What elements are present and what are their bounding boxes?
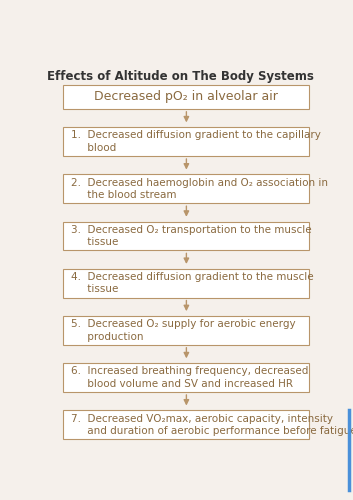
Text: Effects of Altitude on The Body Systems: Effects of Altitude on The Body Systems — [47, 70, 315, 82]
Text: 4.  Decreased diffusion gradient to the muscle
     tissue: 4. Decreased diffusion gradient to the m… — [71, 272, 314, 294]
Bar — [63, 410, 310, 439]
Text: 3.  Decreased O₂ transportation to the muscle
     tissue: 3. Decreased O₂ transportation to the mu… — [71, 225, 312, 247]
Text: 1.  Decreased diffusion gradient to the capillary
     blood: 1. Decreased diffusion gradient to the c… — [71, 130, 321, 153]
Bar — [63, 222, 310, 250]
Text: 2.  Decreased haemoglobin and O₂ association in
     the blood stream: 2. Decreased haemoglobin and O₂ associat… — [71, 178, 329, 200]
Bar — [63, 316, 310, 345]
Bar — [63, 127, 310, 156]
Text: 7.  Decreased VO₂max, aerobic capacity, intensity
     and duration of aerobic p: 7. Decreased VO₂max, aerobic capacity, i… — [71, 414, 353, 436]
Text: Decreased pO₂ in alveolar air: Decreased pO₂ in alveolar air — [95, 90, 278, 104]
Text: 5.  Decreased O₂ supply for aerobic energy
     production: 5. Decreased O₂ supply for aerobic energ… — [71, 319, 296, 342]
Text: 6.  Increased breathing frequency, decreased
     blood volume and SV and increa: 6. Increased breathing frequency, decrea… — [71, 366, 309, 389]
Bar — [63, 363, 310, 392]
Bar — [63, 174, 310, 204]
Bar — [63, 269, 310, 298]
Bar — [63, 85, 310, 109]
